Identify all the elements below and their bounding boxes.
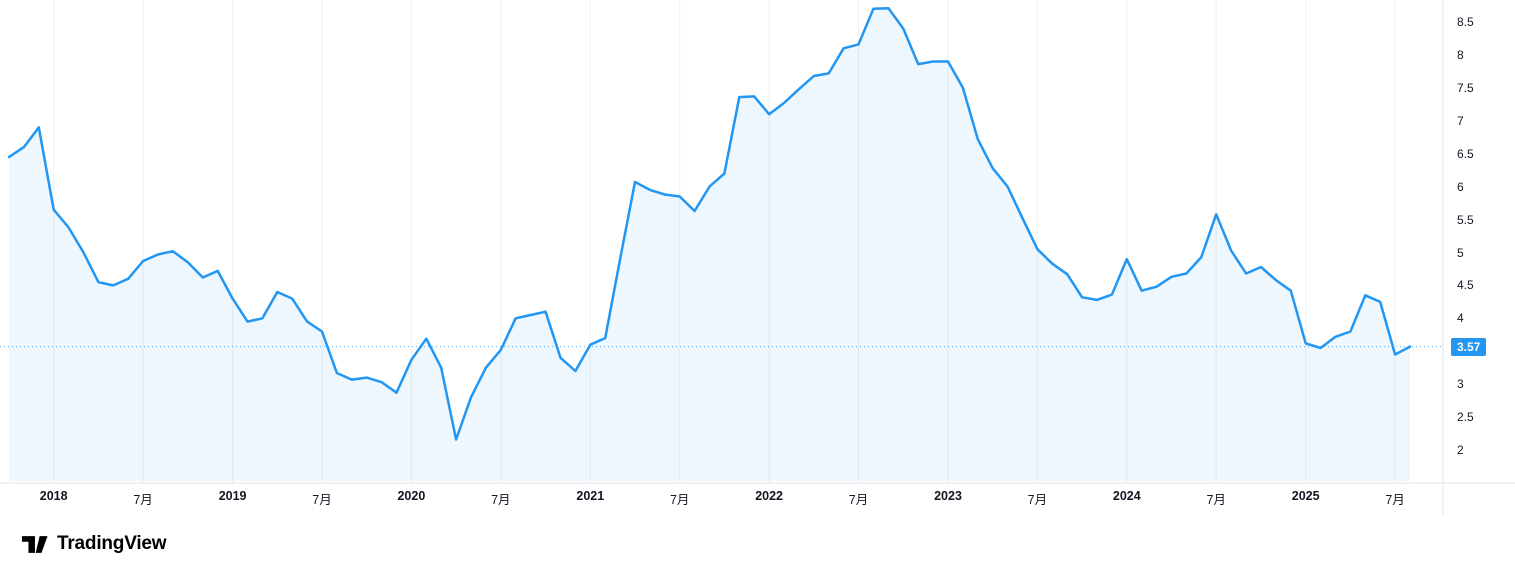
chart-plot-area[interactable] — [0, 0, 1515, 515]
x-axis-label: 2024 — [1112, 489, 1141, 503]
tradingview-wordmark: TradingView — [57, 533, 167, 554]
x-axis-label: 7月 — [133, 493, 153, 507]
price-line — [7, 6, 1412, 441]
y-axis-label: 8.5 — [1457, 15, 1474, 29]
y-axis-label: 8 — [1457, 47, 1464, 62]
x-axis-label: 7月 — [491, 493, 511, 507]
tradingview-logo-link[interactable]: TradingView — [0, 515, 1515, 573]
x-axis-label: 2025 — [1291, 489, 1320, 503]
x-axis-label: 7月 — [312, 493, 332, 507]
y-axis-label: 4.5 — [1457, 278, 1474, 293]
price-chart[interactable]: 8.5 8 7.5 7 6.5 6 5.5 5 4.5 4 3 2.5 2 2018 7月 2019 7月 20… — [0, 0, 1515, 515]
y-axis-label: 4 — [1457, 311, 1464, 326]
x-axis-label: 2018 — [39, 489, 68, 503]
y-axis-label: 5 — [1457, 245, 1464, 260]
y-axis-label: 5.5 — [1457, 212, 1474, 227]
x-axis-label: 7月 — [1385, 493, 1405, 507]
y-axis-label: 2.5 — [1457, 410, 1474, 425]
x-axis-label: 2021 — [576, 489, 605, 503]
x-axis-label: 2019 — [218, 489, 247, 503]
x-axis-label: 2023 — [934, 489, 962, 503]
x-axis-label: 7月 — [1206, 493, 1226, 507]
y-axis-label: 7 — [1457, 113, 1464, 128]
area-fill — [9, 8, 1410, 481]
x-axis-label: 7月 — [848, 493, 869, 507]
y-axis-label: 7.5 — [1457, 80, 1474, 95]
x-axis-label: 7月 — [1027, 493, 1048, 507]
tradingview-logo-icon — [21, 535, 48, 553]
y-axis-label: 6 — [1457, 179, 1464, 194]
x-axis-label: 7月 — [669, 493, 690, 507]
x-axis-label: 2022 — [755, 489, 783, 503]
x-axis-label: 2020 — [397, 489, 426, 503]
y-axis-label: 6.5 — [1457, 146, 1474, 161]
y-axis-label: 2 — [1457, 443, 1464, 457]
y-axis-label: 3 — [1457, 377, 1464, 392]
last-price-badge: 3.57 — [1451, 337, 1487, 356]
